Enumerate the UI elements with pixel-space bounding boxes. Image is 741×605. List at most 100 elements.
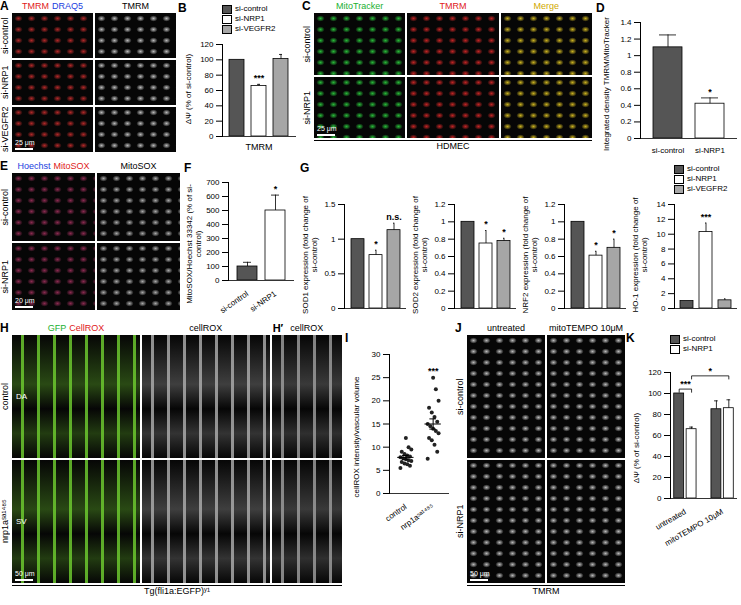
- svg-text:*: *: [374, 239, 378, 249]
- svg-text:control: control: [383, 502, 409, 524]
- html-text:H′: H′: [272, 322, 284, 334]
- svg-text:0.2: 0.2: [434, 287, 446, 296]
- svg-text:80: 80: [205, 71, 214, 80]
- svg-text:0.8: 0.8: [434, 235, 446, 244]
- svg-text:0: 0: [441, 304, 446, 313]
- svg-text:si-control: si-control: [652, 146, 685, 155]
- html-text:si-NRP1: si-NRP1: [0, 65, 10, 100]
- svg-text:80: 80: [653, 410, 662, 419]
- svg-text:*: *: [274, 184, 278, 194]
- svg-text:***: ***: [254, 73, 265, 83]
- svg-text:0.8: 0.8: [544, 235, 556, 244]
- svg-text:20: 20: [372, 396, 381, 405]
- svg-text:40: 40: [653, 452, 662, 461]
- svg-text:n.s.: n.s.: [386, 212, 402, 222]
- svg-text:120: 120: [200, 40, 214, 49]
- svg-text:0.2: 0.2: [544, 287, 556, 296]
- svg-text:1.2: 1.2: [544, 200, 556, 209]
- html-text:si-NRP1: si-NRP1: [302, 90, 312, 124]
- svg-text:si-NRP1: si-NRP1: [249, 289, 279, 314]
- svg-text:1: 1: [627, 51, 632, 60]
- svg-text:*: *: [708, 87, 712, 97]
- svg-text:25: 25: [372, 373, 381, 382]
- svg-text:0: 0: [331, 304, 336, 313]
- svg-text:0: 0: [209, 132, 214, 141]
- svg-text:15: 15: [372, 420, 381, 429]
- svg-text:1.5: 1.5: [324, 200, 336, 209]
- html-text:HO-1 expression (fold change o: HO-1 expression (fold change of si-contr…: [631, 197, 649, 313]
- svg-text:30: 30: [372, 350, 381, 359]
- svg-text:5: 5: [376, 466, 381, 475]
- svg-text:***: ***: [428, 366, 439, 376]
- svg-text:60: 60: [205, 86, 214, 95]
- html-text:SOD1 expression (fold change o: SOD1 expression (fold change of si-contr…: [301, 196, 319, 314]
- svg-text:0.6: 0.6: [620, 84, 632, 93]
- svg-text:6: 6: [661, 259, 666, 268]
- svg-text:0.4: 0.4: [434, 269, 446, 278]
- svg-text:***: ***: [701, 212, 712, 222]
- svg-text:12: 12: [657, 215, 666, 224]
- svg-text:8: 8: [661, 245, 666, 254]
- svg-text:100: 100: [648, 389, 662, 398]
- svg-text:0.4: 0.4: [620, 101, 632, 110]
- svg-text:2: 2: [661, 289, 666, 298]
- svg-text:700: 700: [206, 178, 220, 187]
- svg-text:4: 4: [661, 274, 666, 283]
- html-text:MitoSOX/Hoechst 33342 (% of si: MitoSOX/Hoechst 33342 (% of si-control): [185, 184, 203, 304]
- svg-text:40: 40: [205, 101, 214, 110]
- html-text:si-control: si-control: [302, 25, 312, 62]
- svg-text:0.2: 0.2: [620, 117, 632, 126]
- svg-text:10: 10: [657, 230, 666, 239]
- svg-text:*: *: [708, 366, 712, 376]
- html-text:si-VEGFR2: si-VEGFR2: [0, 106, 10, 152]
- html-text:MitoTracker: MitoTracker: [336, 1, 384, 11]
- html-text:NRF2 expression (fold change o: NRF2 expression (fold change of si-contr…: [521, 196, 539, 314]
- svg-text:60: 60: [653, 431, 662, 440]
- svg-text:120: 120: [648, 368, 662, 377]
- html-text:TMRM DRAQ5: TMRM DRAQ5: [22, 1, 83, 11]
- svg-text:20: 20: [653, 473, 662, 482]
- html-text:Merge: Merge: [533, 1, 560, 11]
- svg-text:***: ***: [680, 379, 691, 389]
- svg-text:1.2: 1.2: [434, 200, 446, 209]
- svg-text:10: 10: [372, 443, 381, 452]
- svg-text:si-NRP1: si-NRP1: [695, 146, 725, 155]
- svg-text:nrp1aˢᵃ¹⁴⁸⁵: nrp1aˢᵃ¹⁴⁸⁵: [399, 502, 436, 532]
- svg-text:0: 0: [657, 494, 662, 503]
- svg-text:0.6: 0.6: [434, 252, 446, 261]
- svg-text:1.2: 1.2: [620, 35, 632, 44]
- svg-text:0: 0: [215, 276, 220, 285]
- svg-text:si-control: si-control: [218, 289, 250, 315]
- html-text:TMRM: TMRM: [439, 1, 467, 11]
- svg-text:1.4: 1.4: [620, 18, 632, 27]
- svg-text:600: 600: [206, 192, 220, 201]
- svg-text:500: 500: [206, 206, 220, 215]
- svg-text:mitoTEMPO 10μM: mitoTEMPO 10μM: [663, 507, 725, 548]
- svg-text:0: 0: [551, 304, 556, 313]
- svg-text:0: 0: [627, 134, 632, 143]
- svg-text:200: 200: [206, 248, 220, 257]
- svg-text:20: 20: [205, 117, 214, 126]
- svg-text:0.5: 0.5: [324, 269, 336, 278]
- svg-text:100: 100: [206, 262, 220, 271]
- svg-text:1: 1: [551, 217, 556, 226]
- svg-text:14: 14: [657, 200, 666, 209]
- svg-text:*: *: [502, 227, 506, 237]
- svg-text:1: 1: [441, 217, 446, 226]
- html-text:TMRM: TMRM: [122, 1, 149, 11]
- svg-text:untreated: untreated: [653, 507, 688, 532]
- svg-text:1: 1: [331, 235, 336, 244]
- svg-text:0.6: 0.6: [544, 252, 556, 261]
- html-text:SOD2 expression (fold change o: SOD2 expression (fold change of si-contr…: [411, 196, 429, 314]
- html-text:si-control: si-control: [0, 17, 10, 54]
- svg-text:300: 300: [206, 234, 220, 243]
- svg-text:400: 400: [206, 220, 220, 229]
- svg-text:*: *: [612, 228, 616, 238]
- svg-text:*: *: [594, 240, 598, 250]
- svg-text:100: 100: [200, 55, 214, 64]
- svg-text:0.4: 0.4: [544, 269, 556, 278]
- svg-text:0: 0: [376, 489, 381, 498]
- svg-text:0.8: 0.8: [620, 68, 632, 77]
- svg-text:*: *: [484, 219, 488, 229]
- svg-text:0: 0: [661, 304, 666, 313]
